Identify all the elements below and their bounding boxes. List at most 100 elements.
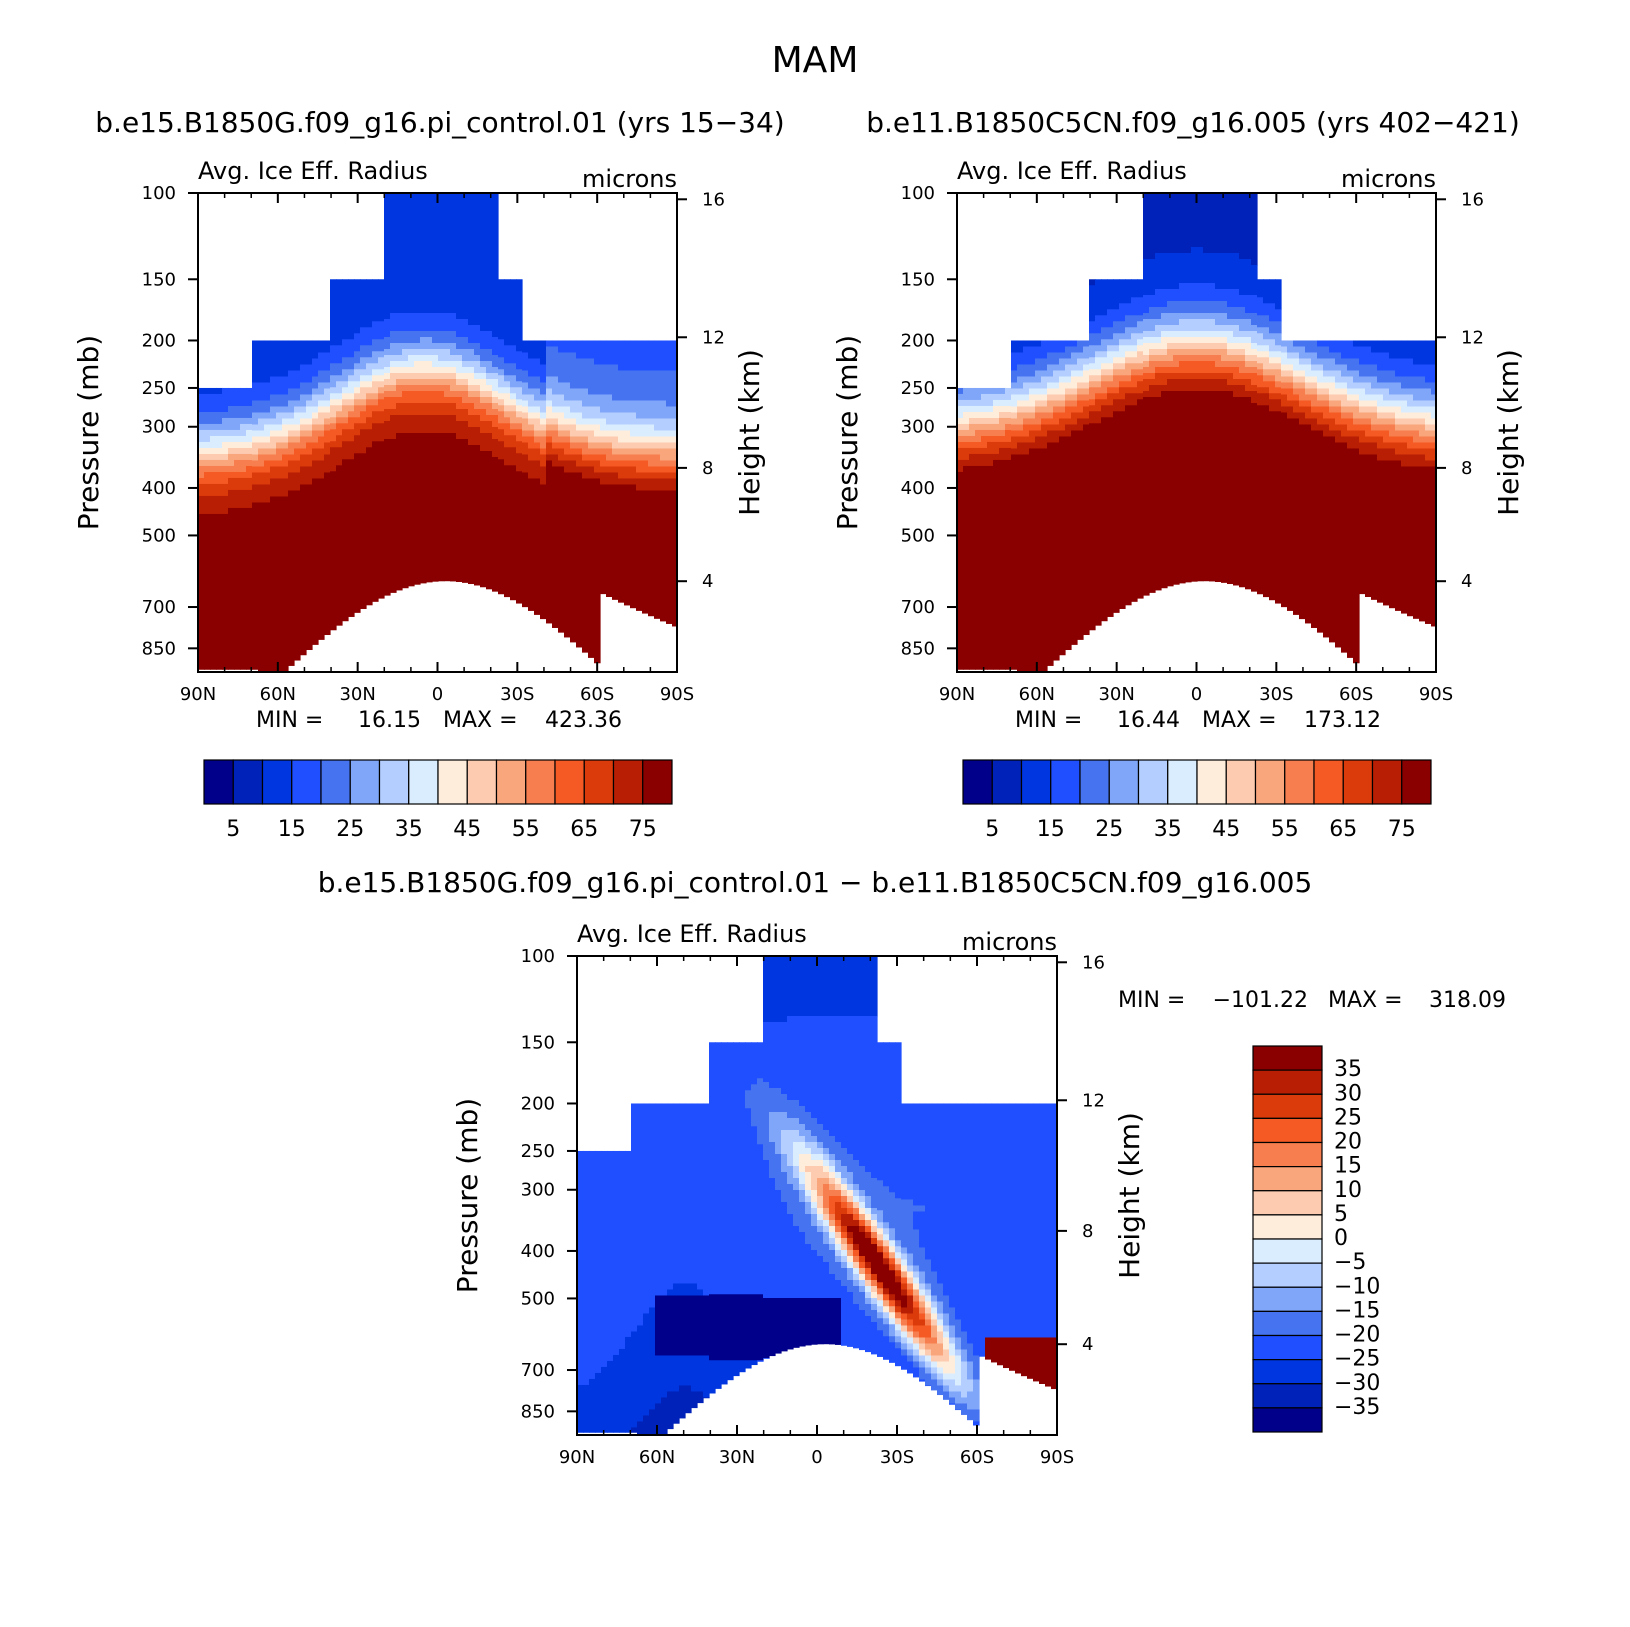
right-axis-title: Height (km)	[1113, 1112, 1146, 1279]
height-tick-label: 8	[1461, 458, 1472, 479]
control-panel: Avg. Ice Eff. Radius microns 90N 60N 30N 0 30S…	[72, 157, 766, 842]
y-tick-label: 100	[521, 946, 555, 967]
max-label: MAX =	[443, 708, 518, 733]
c5cn-panel: Avg. Ice Eff. Radius microns 90N 60N 30N 0 30S…	[831, 157, 1525, 842]
min-value: 16.44	[1117, 708, 1180, 733]
contour-field	[198, 193, 677, 672]
right-axis-title: Height (km)	[1492, 349, 1525, 516]
colorbar-box	[1313, 759, 1344, 805]
y-tick-label: 300	[901, 417, 935, 438]
colorbar-box	[1252, 1334, 1323, 1361]
colorbar-box	[1252, 1238, 1323, 1264]
max-label: MAX =	[1202, 708, 1277, 733]
colorbar-box	[232, 759, 264, 805]
y-tick-label: 700	[142, 597, 176, 618]
max-value: 423.36	[545, 708, 622, 733]
colorbar-box	[962, 759, 993, 805]
colorbar-box	[1252, 1117, 1323, 1144]
y-tick-label: 150	[142, 269, 176, 290]
contour-field	[957, 193, 1436, 672]
min-value: −101.22	[1213, 988, 1308, 1013]
colorbar-box	[1252, 1407, 1323, 1433]
x-tick-label: 30S	[500, 684, 534, 705]
x-tick-label: 90N	[939, 684, 975, 705]
x-tick-label: 30N	[719, 1447, 755, 1468]
max-value: 318.09	[1429, 988, 1506, 1013]
colorbar-tick-label: 45	[1212, 817, 1240, 842]
colorbar-box	[495, 759, 527, 805]
colorbar-box	[408, 759, 439, 805]
min-value: 16.15	[358, 708, 421, 733]
height-tick-label: 12	[1461, 327, 1484, 348]
variable-label: Avg. Ice Eff. Radius	[198, 157, 428, 185]
x-tick-label: 30N	[339, 684, 375, 705]
colorbar-tick-label: −15	[1334, 1298, 1380, 1323]
x-tick-label: 30S	[1259, 684, 1293, 705]
colorbar-box	[320, 759, 351, 805]
height-tick-label: 8	[1082, 1221, 1093, 1242]
y-axis-title: Pressure (mb)	[72, 335, 105, 530]
units-label: microns	[1341, 165, 1436, 193]
units-label: microns	[582, 165, 677, 193]
colorbar-box	[378, 759, 410, 805]
y-tick-label: 400	[521, 1241, 555, 1262]
panel2-title: b.e11.B1850C5CN.f09_g16.005 (yrs 402−421…	[866, 106, 1520, 139]
colorbar-box	[1167, 759, 1198, 805]
colorbar-box	[612, 759, 644, 805]
x-tick-label: 30N	[1098, 684, 1134, 705]
y-tick-label: 500	[142, 525, 176, 546]
x-tick-label: 90S	[660, 684, 694, 705]
x-tick-label: 60S	[580, 684, 614, 705]
x-tick-label: 90N	[180, 684, 216, 705]
y-axis-title: Pressure (mb)	[451, 1098, 484, 1293]
colorbar-tick-label: −20	[1334, 1323, 1380, 1348]
y-tick-label: 100	[142, 183, 176, 204]
height-tick-label: 16	[1461, 189, 1484, 210]
colorbar-box	[1284, 759, 1315, 805]
colorbar-box	[583, 759, 615, 805]
y-tick-label: 500	[521, 1288, 555, 1309]
x-tick-label: 90S	[1419, 684, 1453, 705]
colorbar-tick-label: 65	[570, 817, 598, 842]
x-tick-label: 60S	[1339, 684, 1373, 705]
colorbar-tick-label: 5	[985, 817, 999, 842]
colorbar-box	[1252, 1069, 1323, 1095]
colorbar-tick-label: 35	[1154, 817, 1182, 842]
colorbar-tick-label: 15	[278, 817, 306, 842]
colorbar-tick-label: −25	[1334, 1347, 1380, 1372]
colorbar-tick-label: 65	[1329, 817, 1357, 842]
colorbar-box	[1108, 759, 1140, 805]
colorbar-tick-label: 10	[1334, 1178, 1362, 1203]
y-tick-label: 200	[901, 330, 935, 351]
height-tick-label: 16	[1082, 952, 1105, 973]
y-tick-label: 700	[901, 597, 935, 618]
min-label: MIN =	[1015, 708, 1082, 733]
diff-title: b.e15.B1850G.f09_g16.pi_control.01 − b.e…	[318, 866, 1313, 899]
x-tick-label: 60N	[1019, 684, 1055, 705]
height-tick-label: 12	[1082, 1090, 1105, 1111]
colorbar-box	[1371, 759, 1403, 805]
colorbar-tick-label: 15	[1037, 817, 1065, 842]
height-tick-label: 12	[702, 327, 725, 348]
colorbar-box	[1252, 1093, 1323, 1119]
colorbar-tick-label: −5	[1334, 1250, 1366, 1275]
colorbar-tick-label: 45	[453, 817, 481, 842]
colorbar-tick-label: 25	[1334, 1105, 1362, 1130]
y-axis-title: Pressure (mb)	[831, 335, 864, 530]
colorbar-box	[1254, 759, 1286, 805]
contour-field	[577, 956, 1057, 1435]
colorbar-box	[1252, 1141, 1323, 1168]
y-tick-label: 150	[901, 269, 935, 290]
panel1-title: b.e15.B1850G.f09_g16.pi_control.01 (yrs …	[95, 106, 784, 139]
x-tick-label: 60N	[639, 1447, 675, 1468]
colorbar-box	[1137, 759, 1169, 805]
colorbar-tick-label: 35	[1334, 1057, 1362, 1082]
x-tick-label: 60S	[960, 1447, 994, 1468]
colorbar-tick-label: 55	[1271, 817, 1299, 842]
y-tick-label: 700	[521, 1360, 555, 1381]
difference-panel: Avg. Ice Eff. Radius microns 90N 60N 30N 0 30S…	[451, 920, 1506, 1468]
y-tick-label: 100	[901, 183, 935, 204]
min-label: MIN =	[1118, 988, 1185, 1013]
y-tick-label: 200	[521, 1093, 555, 1114]
